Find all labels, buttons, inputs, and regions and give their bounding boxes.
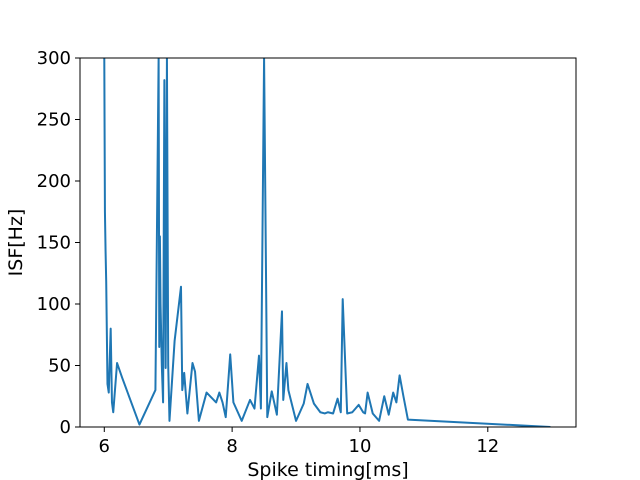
x-axis-ticks: 6 8 10 12 <box>99 427 499 457</box>
y-tick-label: 50 <box>48 356 71 377</box>
x-tick-label: 8 <box>226 436 237 457</box>
y-tick-label: 300 <box>37 48 71 69</box>
series-line-0 <box>103 58 551 427</box>
x-tick-label: 10 <box>349 436 372 457</box>
y-axis-label: ISF[Hz] <box>5 209 27 277</box>
x-axis-label: Spike timing[ms] <box>247 459 408 480</box>
x-tick-label: 12 <box>476 436 499 457</box>
series-layer <box>103 58 551 427</box>
y-tick-label: 100 <box>37 294 71 315</box>
y-tick-label: 200 <box>37 171 71 192</box>
y-tick-label: 0 <box>60 417 71 438</box>
y-axis-ticks: 0 50 100 150 200 250 300 <box>37 48 80 438</box>
y-tick-label: 150 <box>37 233 71 254</box>
y-tick-label: 250 <box>37 110 71 131</box>
x-tick-label: 6 <box>99 436 110 457</box>
plot-frame <box>79 57 577 428</box>
